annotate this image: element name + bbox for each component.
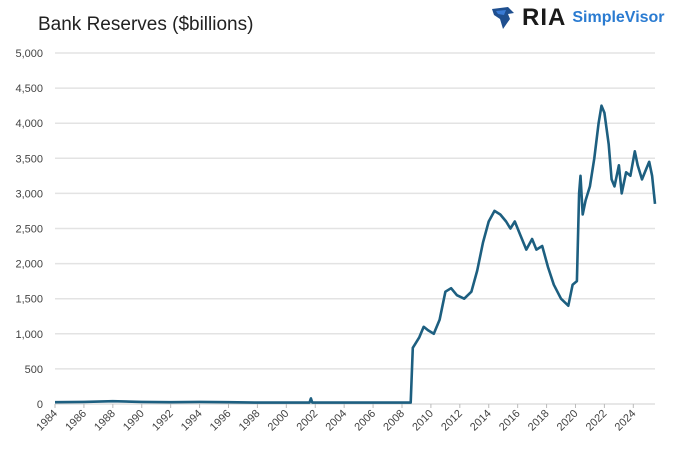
x-tick-label: 1994	[179, 408, 205, 434]
x-tick-label: 2006	[352, 408, 378, 434]
x-tick-label: 2022	[584, 408, 610, 434]
y-tick-label: 1,500	[15, 294, 43, 306]
x-tick-label: 2020	[555, 408, 581, 434]
x-tick-label: 2012	[439, 408, 465, 434]
x-tick-label: 1988	[92, 408, 118, 434]
y-tick-label: 5,000	[15, 48, 43, 60]
y-tick-label: 0	[37, 399, 43, 411]
logo-simplevisor-text: SimpleVisor	[572, 9, 665, 26]
logo-ria-text: RIA	[522, 4, 567, 31]
chart-title: Bank Reserves ($billions)	[38, 14, 254, 35]
y-tick-label: 2,000	[15, 259, 43, 271]
x-tick-label: 2008	[381, 408, 407, 434]
y-tick-label: 1,000	[15, 329, 43, 341]
x-tick-label: 1992	[150, 408, 176, 434]
y-tick-label: 500	[25, 364, 43, 376]
x-tick-label: 1984	[34, 408, 60, 434]
y-tick-label: 4,500	[15, 83, 43, 95]
x-tick-label: 2004	[323, 408, 349, 434]
series-line-bank-reserves	[54, 104, 657, 404]
x-tick-label: 2000	[266, 408, 292, 434]
x-tick-label: 1990	[121, 408, 147, 434]
x-tick-label: 1986	[63, 408, 89, 434]
eagle-icon	[492, 7, 514, 29]
x-tick-label: 2018	[526, 408, 552, 434]
x-tick-label: 2024	[613, 408, 639, 434]
y-tick-label: 4,000	[15, 118, 43, 130]
x-tick-label: 1998	[237, 408, 263, 434]
y-tick-label: 3,000	[15, 188, 43, 200]
x-tick-label: 2014	[468, 408, 494, 434]
x-tick-label: 2002	[295, 408, 321, 434]
ria-simplevisor-logo: RIA SimpleVisor	[490, 4, 665, 32]
y-tick-label: 2,500	[15, 224, 43, 236]
x-tick-label: 2010	[410, 408, 436, 434]
y-tick-label: 3,500	[15, 153, 43, 165]
x-tick-label: 1996	[208, 408, 234, 434]
x-tick-label: 2016	[497, 408, 523, 434]
